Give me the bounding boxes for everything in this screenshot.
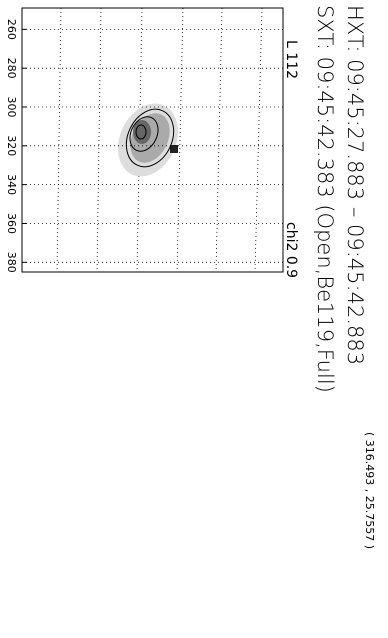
coords: ( 316.493 , 25.7557 ): [363, 432, 376, 549]
x-tick-label: 260: [5, 19, 18, 40]
hxt-line: HXT: 09:45:27.883 – 09:45:42.883: [343, 5, 367, 365]
contour: [129, 116, 159, 152]
chi2-label: chi2 0.9: [283, 222, 299, 278]
contour: [125, 108, 175, 168]
blob-peak: [170, 145, 178, 153]
rotated-view: HXT: 09:45:27.883 – 09:45:42.883 SXT: 09…: [5, 5, 376, 549]
l-label: L 112: [283, 40, 299, 79]
blob-core: [133, 120, 151, 144]
sxt-line: SXT: 09:45:42.383 (Open,Be119,Full): [313, 5, 337, 393]
grid-line: [96, 7, 102, 273]
x-tick-label: 340: [5, 174, 18, 195]
x-tick-label: 380: [5, 252, 18, 273]
contour: [135, 124, 147, 140]
grid-line: [56, 7, 62, 273]
grid-line: [215, 7, 223, 273]
image-blob: [117, 103, 179, 177]
grid-line: [254, 7, 263, 273]
x-tick-label: 360: [5, 213, 18, 234]
x-tick-label: 300: [5, 97, 18, 118]
y-grid: [56, 7, 263, 273]
plot-frame: [21, 7, 284, 273]
x-tick-label: 280: [5, 58, 18, 79]
grid-line: [176, 7, 184, 273]
x-tick-label: 320: [5, 135, 18, 156]
